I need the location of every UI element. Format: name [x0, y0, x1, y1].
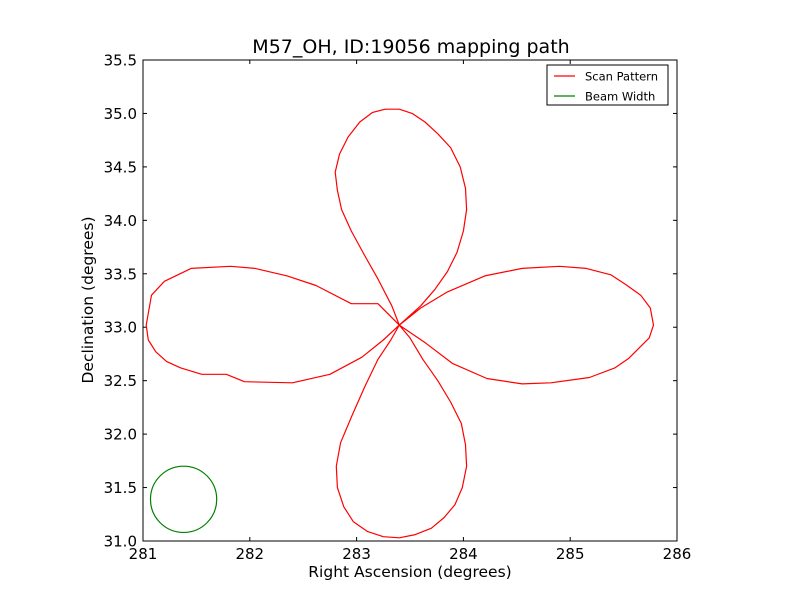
x-tick-label: 281	[129, 545, 158, 563]
y-tick-label: 32.0	[104, 426, 137, 444]
y-tick-label: 35.5	[104, 52, 137, 70]
legend-label-beam-width: Beam Width	[585, 90, 655, 104]
x-tick-label: 284	[449, 545, 478, 563]
x-tick-label: 282	[235, 545, 264, 563]
y-tick-label: 32.5	[104, 372, 137, 390]
chart-title: M57_OH, ID:19056 mapping path	[252, 36, 569, 58]
legend-box	[546, 64, 669, 106]
scan-pattern-line	[145, 108, 655, 539]
y-tick-label: 33.5	[104, 265, 137, 283]
legend-label-scan-pattern: Scan Pattern	[585, 70, 658, 84]
x-tick-label: 283	[342, 545, 371, 563]
x-tick-label: 285	[556, 545, 585, 563]
plot-area	[142, 59, 678, 542]
y-tick-label: 34.0	[104, 212, 137, 230]
x-axis-label: Right Ascension (degrees)	[308, 563, 511, 581]
y-tick-label: 31.0	[104, 533, 137, 551]
beam-width-circle	[149, 465, 218, 534]
axis-ticks	[142, 59, 678, 542]
legend: Scan Pattern Beam Width	[546, 64, 669, 106]
x-tick-label: 286	[663, 545, 692, 563]
tick-labels: 281 282 283 284 285 286 31.0 31.5 32.0 32.5 33.0 33…	[104, 52, 692, 564]
plot-content	[145, 108, 655, 539]
y-axis-label: Declination (degrees)	[79, 216, 97, 383]
y-tick-label: 35.0	[104, 105, 137, 123]
y-tick-label: 31.5	[104, 479, 137, 497]
y-tick-label: 34.5	[104, 158, 137, 176]
y-tick-label: 33.0	[104, 319, 137, 337]
